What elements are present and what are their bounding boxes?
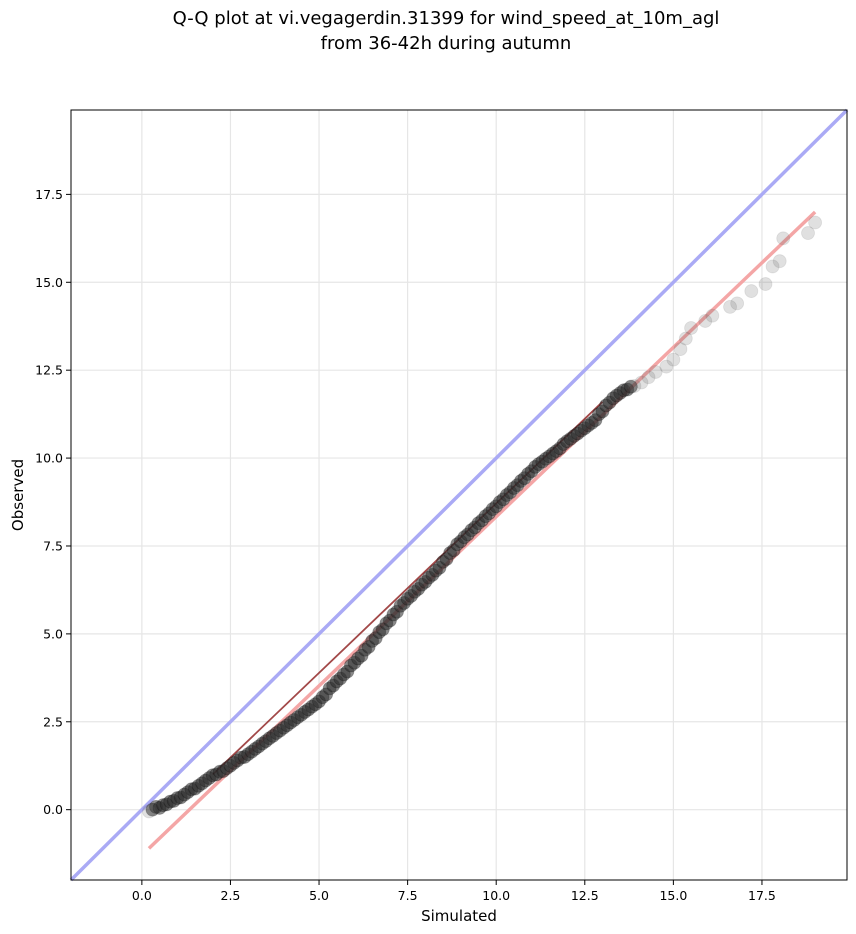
y-tick-label-2: 5.0 (43, 626, 63, 641)
y-tick-label-0: 0.0 (43, 802, 63, 817)
data-points (142, 215, 823, 819)
x-tick-label-2: 5.0 (309, 888, 329, 903)
data-point-sparse-2 (634, 375, 649, 390)
data-point-sparse-18 (776, 231, 791, 246)
data-point-sparse-3 (641, 370, 656, 385)
x-tick-label-4: 10.0 (482, 888, 510, 903)
y-tick-label-6: 15.0 (35, 275, 63, 290)
y-tick-label-7: 17.5 (35, 187, 63, 202)
data-point-b-67 (623, 379, 638, 394)
data-point-sparse-9 (684, 321, 698, 335)
data-point-sparse-5 (659, 359, 674, 374)
data-point-sparse-8 (678, 331, 693, 346)
data-point-sparse-20 (808, 215, 823, 230)
plot-frame (70, 109, 848, 881)
x-axis-label: Simulated (421, 907, 497, 925)
data-point-sparse-13 (730, 296, 745, 311)
data-point-sparse-11 (705, 308, 720, 323)
data-point-sparse-14 (744, 284, 759, 298)
y-axis-ticks: 0.0 2.5 5.0 7.5 10.0 12.5 15.0 17.5 (35, 187, 71, 817)
x-tick-label-5: 12.5 (571, 888, 599, 903)
identity-line (69, 108, 849, 882)
data-point-sparse-17 (772, 254, 787, 269)
y-tick-label-4: 10.0 (35, 451, 63, 466)
data-point-sparse-4 (648, 365, 663, 379)
data-point-sparse-16 (765, 259, 780, 274)
x-tick-label-1: 2.5 (221, 888, 241, 903)
x-axis-ticks: 0.0 2.5 5.0 7.5 10.0 12.5 15.0 17.5 (132, 880, 776, 903)
data-point-sparse-12 (723, 299, 737, 314)
data-point-sparse-7 (673, 342, 688, 356)
x-tick-label-0: 0.0 (132, 888, 152, 903)
y-tick-label-5: 12.5 (35, 363, 63, 378)
chart-title-line-1: Q-Q plot at vi.vegagerdin.31399 for wind… (173, 8, 720, 29)
y-axis-label: Observed (9, 459, 27, 531)
data-point-sparse-1 (627, 379, 642, 393)
data-point-sparse-15 (758, 277, 773, 291)
data-point-sparse-19 (801, 226, 815, 240)
x-tick-label-7: 17.5 (748, 888, 776, 903)
x-tick-label-3: 7.5 (398, 888, 418, 903)
data-point-sparse-6 (666, 352, 681, 367)
y-tick-label-1: 2.5 (43, 714, 63, 729)
chart-title-line-2: from 36-42h during autumn (321, 33, 572, 54)
x-tick-label-6: 15.0 (659, 888, 687, 903)
data-point-sparse-10 (698, 314, 713, 328)
y-tick-label-3: 7.5 (43, 538, 63, 553)
data-point-sparse-0 (142, 804, 156, 819)
